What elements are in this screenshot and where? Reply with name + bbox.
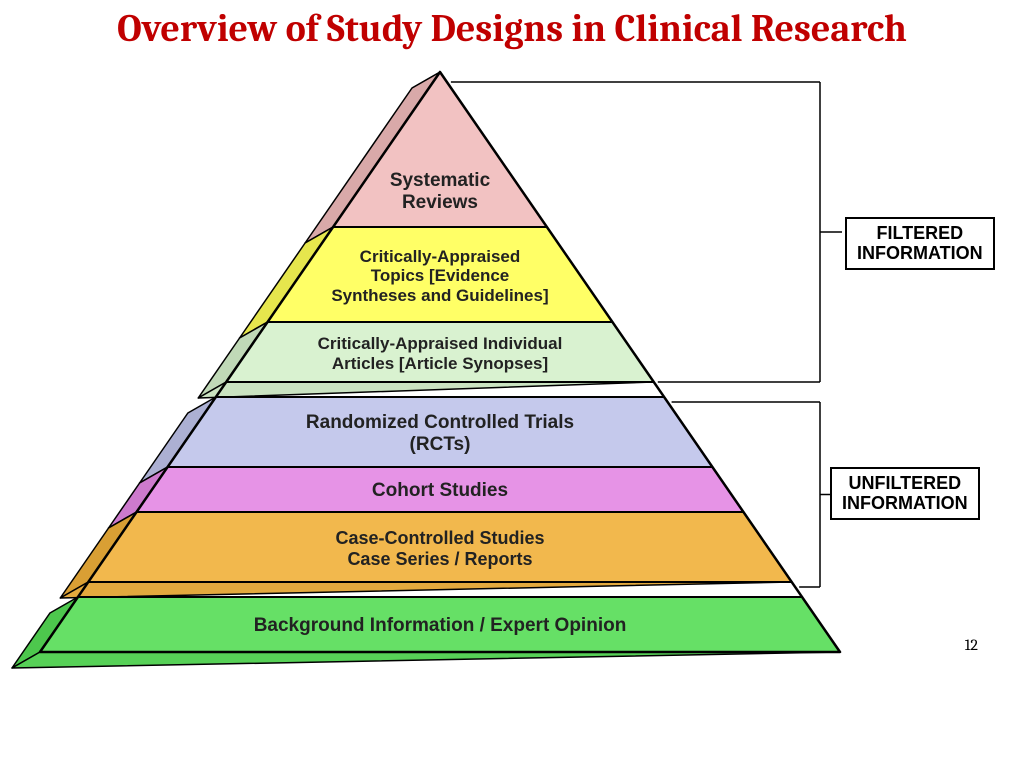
filtered-label: FILTEREDINFORMATION [857, 223, 983, 264]
page-number: 12 [965, 636, 978, 654]
pyramid-stage: SystematicReviewsCritically-AppraisedTop… [0, 52, 1024, 712]
unfiltered-label-box: UNFILTEREDINFORMATION [830, 467, 980, 520]
unfiltered-label: UNFILTEREDINFORMATION [842, 473, 968, 514]
pyramid-svg [0, 52, 1024, 712]
filtered-label-box: FILTEREDINFORMATION [845, 217, 995, 270]
page-title: Overview of Study Designs in Clinical Re… [0, 0, 1024, 52]
